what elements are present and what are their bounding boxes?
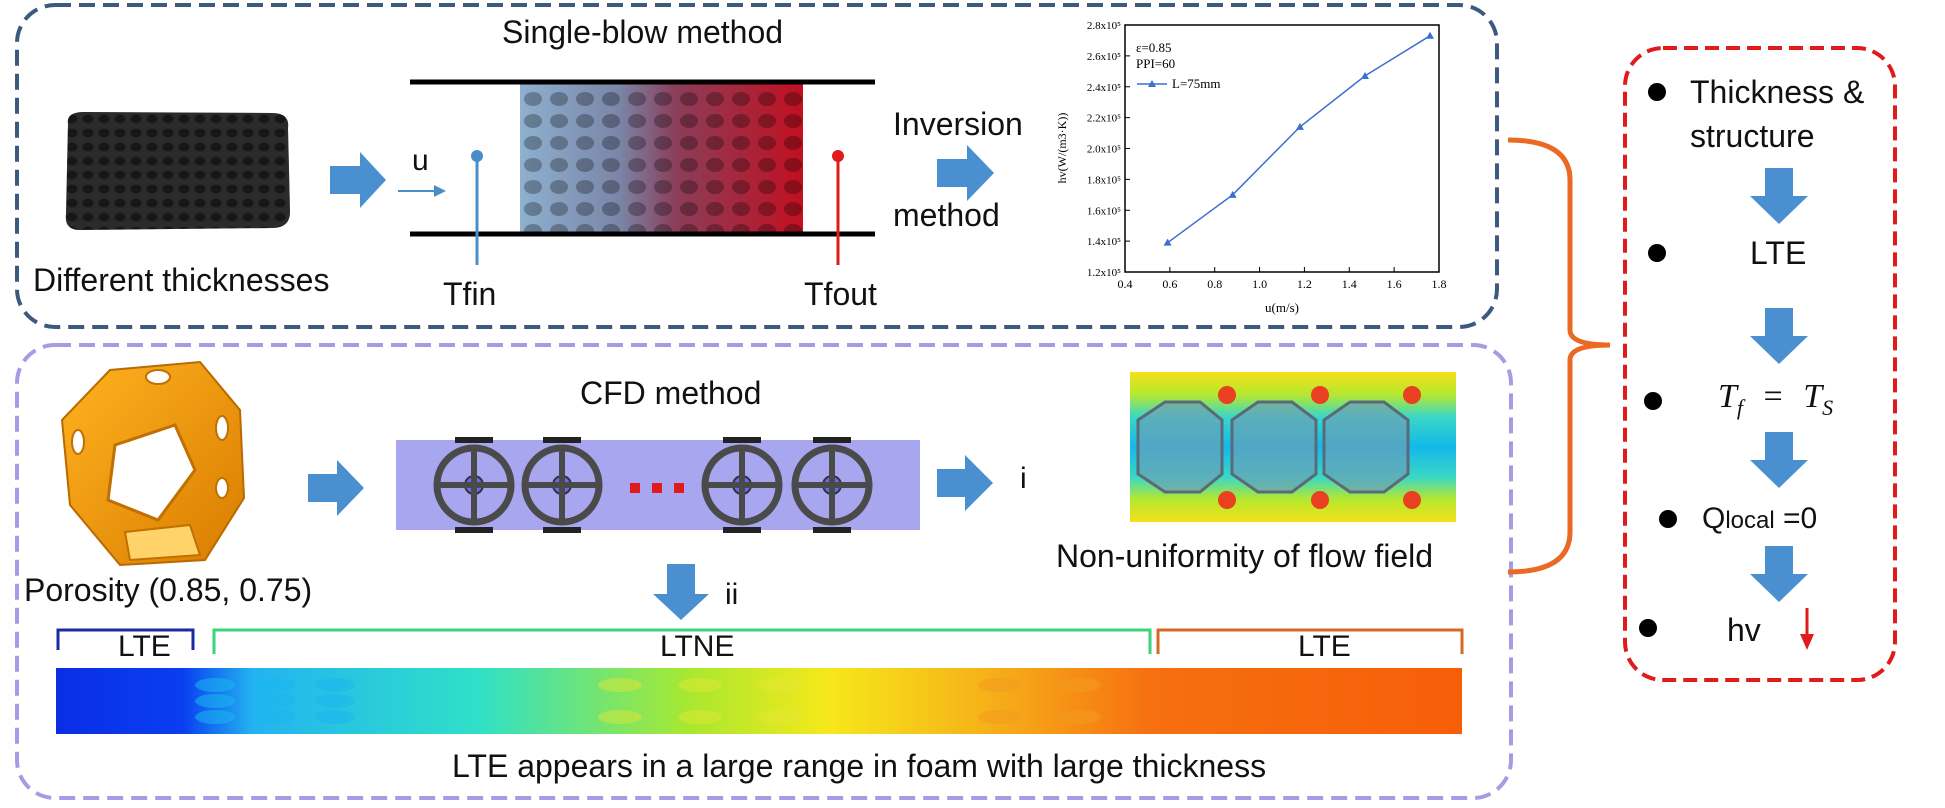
y-tick-label: 1.6x10⁵ bbox=[1087, 205, 1121, 217]
porosity-caption: Porosity (0.85, 0.75) bbox=[24, 572, 313, 608]
summary-panel-border bbox=[1623, 46, 1897, 682]
cfd-method-title: CFD method bbox=[580, 375, 762, 411]
y-tick-label: 1.2x10⁵ bbox=[1087, 267, 1121, 279]
q-symbol: Q bbox=[1702, 502, 1726, 535]
orange-brace bbox=[1507, 137, 1611, 575]
y-tick-label: 2.4x10⁵ bbox=[1087, 82, 1121, 94]
segment-lte-right: LTE bbox=[1298, 630, 1351, 663]
different-thicknesses-caption: Different thicknesses bbox=[33, 262, 330, 298]
summary-bullets bbox=[1639, 83, 1677, 637]
y-tick-label: 2.2x10⁵ bbox=[1087, 113, 1121, 125]
legend-label: L=75mm bbox=[1172, 76, 1221, 91]
data-point bbox=[1163, 238, 1172, 246]
flow-field-contour bbox=[1130, 372, 1456, 522]
velocity-label: u bbox=[412, 144, 429, 177]
eq-sign: = bbox=[1763, 378, 1783, 415]
eq-lhs-sub: f bbox=[1736, 394, 1744, 420]
arrow-i bbox=[937, 455, 993, 511]
inversion-label-line2: method bbox=[893, 197, 1000, 233]
chart-y-axis-label: hv(W/(m3·K)) bbox=[1055, 113, 1069, 184]
x-tick-label: 0.8 bbox=[1207, 277, 1222, 291]
y-tick-label: 2.8x10⁵ bbox=[1087, 20, 1121, 32]
metal-foam-photo bbox=[65, 112, 291, 230]
x-tick-label: 1.6 bbox=[1387, 277, 1402, 291]
x-tick-label: 1.2 bbox=[1297, 277, 1312, 291]
y-tick-label: 2.0x10⁵ bbox=[1087, 144, 1121, 156]
hv-vs-u-chart: 0.4 0.6 0.8 1.0 1.2 1.4 1.6 1.8 1.2x10⁵ 1.4x10⁵ 1.… bbox=[1055, 20, 1447, 315]
x-tick-label: 1.4 bbox=[1342, 277, 1357, 291]
data-point bbox=[1295, 122, 1304, 130]
segment-ltne: LTNE bbox=[660, 630, 735, 663]
x-tick-label: 1.8 bbox=[1432, 277, 1447, 291]
chart-annotation-porosity: ε=0.85 bbox=[1136, 40, 1172, 55]
segment-lte-left: LTE bbox=[118, 630, 171, 663]
chart-x-axis-label: u(m/s) bbox=[1265, 300, 1299, 315]
arrow-to-chart bbox=[937, 145, 994, 201]
marker-i: i bbox=[1020, 462, 1027, 495]
temperature-strip bbox=[56, 668, 1462, 734]
data-point bbox=[1228, 190, 1237, 198]
x-tick-label: 0.4 bbox=[1118, 277, 1133, 291]
top-panel-border bbox=[15, 3, 1499, 329]
summary-lte: LTE bbox=[1750, 235, 1807, 271]
tfin-label: Tfin bbox=[443, 276, 497, 312]
legend-marker bbox=[1148, 80, 1156, 87]
x-tick-label: 1.0 bbox=[1252, 277, 1267, 291]
summary-hv: hv bbox=[1727, 612, 1761, 648]
arrow-ii bbox=[653, 564, 709, 620]
ellipsis-dots bbox=[630, 483, 684, 493]
tfout-label: Tfout bbox=[804, 276, 877, 312]
summary-qlocal: Qlocal =0 bbox=[1702, 502, 1817, 536]
eq-rhs: T bbox=[1803, 378, 1823, 415]
non-uniformity-caption: Non-uniformity of flow field bbox=[1056, 538, 1434, 574]
arrow-foam-to-channel bbox=[330, 152, 386, 208]
single-blow-channel bbox=[398, 79, 875, 265]
marker-ii: ii bbox=[725, 578, 739, 611]
bracket-lte-left bbox=[56, 628, 195, 650]
decrease-arrow-icon bbox=[1800, 608, 1814, 650]
y-tick-label: 1.8x10⁵ bbox=[1087, 174, 1121, 186]
y-tick-label: 1.4x10⁵ bbox=[1087, 236, 1121, 248]
inversion-label-line1: Inversion bbox=[893, 106, 1023, 142]
lte-range-caption: LTE appears in a large range in foam wit… bbox=[452, 748, 1267, 784]
blue-arrows bbox=[308, 145, 1808, 620]
kelvin-cell-model bbox=[60, 360, 246, 567]
chart-plot-frame bbox=[1124, 24, 1440, 273]
summary-thickness-line1: Thickness & bbox=[1690, 74, 1865, 110]
arrow-cube-to-cfd bbox=[308, 460, 364, 516]
bracket-ltne bbox=[212, 628, 1152, 654]
eq-lhs: T bbox=[1718, 378, 1737, 415]
chart-annotation-ppi: PPI=60 bbox=[1136, 56, 1175, 71]
eq-rhs-sub: S bbox=[1822, 394, 1834, 420]
q-rest: =0 bbox=[1774, 502, 1818, 535]
cfd-channel bbox=[396, 437, 920, 533]
data-point bbox=[1360, 71, 1369, 79]
summary-equation: Tf = TS bbox=[1718, 378, 1833, 421]
q-subscript: local bbox=[1725, 507, 1775, 534]
data-point bbox=[1426, 31, 1435, 39]
single-blow-title: Single-blow method bbox=[502, 14, 784, 50]
x-tick-label: 0.6 bbox=[1162, 277, 1177, 291]
summary-thickness-line2: structure bbox=[1690, 118, 1815, 154]
y-tick-label: 2.6x10⁵ bbox=[1087, 51, 1121, 63]
bracket-lte-right bbox=[1156, 628, 1464, 654]
